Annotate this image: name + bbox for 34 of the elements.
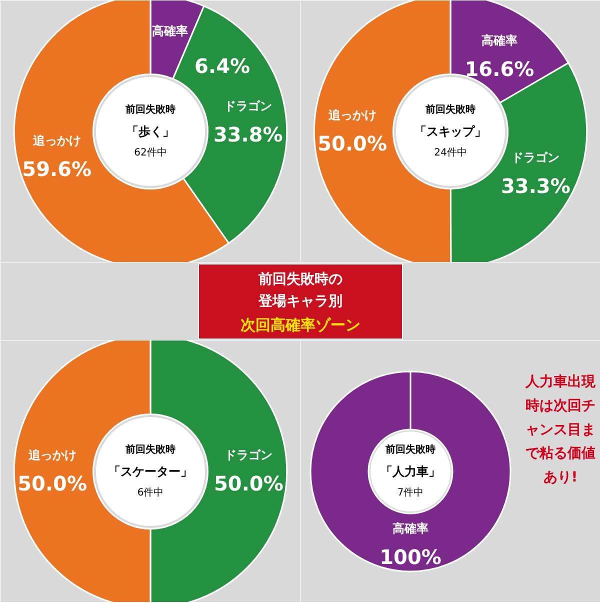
data-label: 100% <box>380 545 442 570</box>
text: 次回高確率ゾーン <box>240 316 360 334</box>
slice-label: 追っかけ <box>327 108 376 122</box>
data-label: 16.6% <box>464 57 534 82</box>
slice-label: ドラゴン <box>512 150 560 164</box>
data-label: 33.8% <box>213 122 283 147</box>
text: 「歩く」 <box>126 124 174 138</box>
data-label: 50.0% <box>318 132 388 156</box>
slice-label: 追っかけ <box>32 134 81 148</box>
text: 前回失敗時 <box>124 104 176 116</box>
text: 前回失敗時の <box>258 272 342 288</box>
slice-label: 高確率 <box>152 24 188 38</box>
text: 前回失敗時 <box>124 444 176 456</box>
text: 「スキップ」 <box>414 124 486 138</box>
text: 24件中 <box>434 146 467 158</box>
text: 7件中 <box>397 486 424 498</box>
data-label: 59.6% <box>22 157 92 182</box>
text: 前回失敗時 <box>384 444 436 456</box>
data-label: 50.0% <box>214 471 284 496</box>
text: 人力車出現時は次回チャンス目まで粘る価値あり! <box>524 374 596 486</box>
text: 6件中 <box>137 486 164 498</box>
data-label: 33.3% <box>500 174 570 198</box>
text: 前回失敗時 <box>424 104 476 116</box>
data-label: 50.0% <box>18 471 88 496</box>
slice-label: 高確率 <box>481 34 518 48</box>
slice-label: ドラゴン <box>224 448 273 462</box>
slice-label: ドラゴン <box>224 98 272 113</box>
data-label: 6.4% <box>194 54 250 78</box>
slice-label: 追っかけ <box>27 448 76 462</box>
text: 62件中 <box>134 146 167 158</box>
text: 「スケーター」 <box>108 464 192 478</box>
slice-label: 高確率 <box>392 522 428 536</box>
text: 「人力車」 <box>380 464 440 478</box>
text: 登場キャラ別 <box>258 294 342 310</box>
